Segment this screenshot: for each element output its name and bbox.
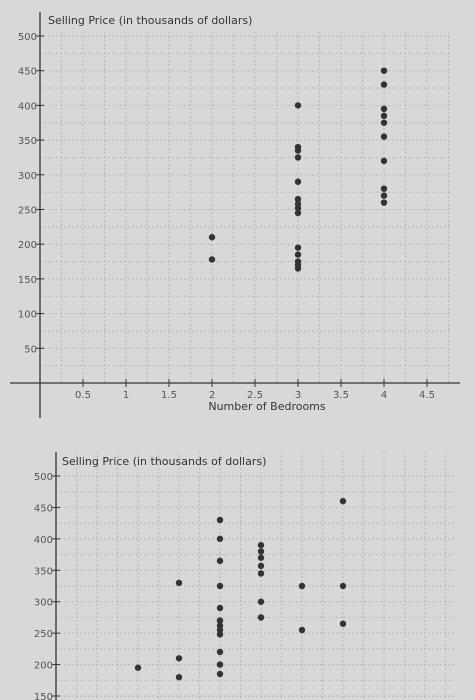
y-tick-label: 450	[18, 67, 37, 78]
y-tick-label: 250	[18, 206, 37, 217]
data-point	[380, 199, 388, 206]
data-point	[216, 631, 224, 638]
x-tick-label: 2.5	[247, 390, 263, 401]
data-point	[216, 516, 224, 524]
data-point	[216, 626, 224, 634]
data-point	[175, 655, 183, 662]
x-tick-label: 2	[209, 390, 215, 401]
data-point	[216, 670, 224, 678]
data-point	[216, 622, 224, 629]
scatter-chart-bottom: 150 200 250 300 350 400 450 500 Selling Price (i…	[34, 452, 455, 700]
x-tick-label: 1	[123, 390, 129, 401]
data-point	[380, 133, 388, 140]
y-tick-label: 200	[34, 661, 53, 672]
data-point	[294, 251, 302, 258]
data-point	[298, 626, 306, 634]
data-point	[294, 265, 302, 272]
x-axis-label: Number of Bedrooms	[208, 400, 326, 413]
y-tick-label: 100	[18, 310, 37, 321]
data-point	[294, 178, 302, 185]
data-point	[380, 105, 388, 113]
y-tick-label: 400	[34, 535, 53, 546]
y-tick-label: 450	[34, 503, 53, 514]
data-point	[257, 562, 265, 570]
data-point	[216, 582, 224, 590]
y-tick-label: 350	[18, 136, 37, 147]
y-tick-label: 500	[34, 472, 53, 483]
y-tick-label: 300	[18, 171, 37, 182]
data-point	[380, 192, 388, 199]
data-point	[298, 582, 306, 590]
chart-title: Selling Price (in thousands of dollars)	[62, 455, 266, 468]
data-point	[380, 185, 388, 192]
y-tick-label: 50	[24, 344, 37, 355]
data-point	[134, 664, 142, 671]
x-tick-label: 3.5	[333, 390, 349, 401]
y-tick-label: 350	[34, 566, 53, 577]
y-tick-label: 150	[18, 275, 37, 286]
data-point	[216, 604, 224, 612]
data-point	[257, 541, 265, 549]
data-point	[380, 81, 388, 88]
chart-title: Selling Price (in thousands of dollars)	[48, 14, 252, 27]
data-point	[294, 102, 302, 109]
data-point	[294, 147, 302, 154]
data-point	[380, 112, 388, 120]
data-point	[257, 598, 265, 605]
data-point	[216, 648, 224, 656]
x-tick-label: 3	[295, 390, 301, 401]
data-point	[294, 209, 302, 217]
data-point	[208, 234, 216, 241]
data-point	[294, 244, 302, 251]
data-point	[216, 535, 224, 543]
scatter-chart-top: 50 100 150 200 250 300 350 400 450 500 0.5 1 1.5 2 2.5…	[10, 12, 460, 418]
data-point	[294, 195, 302, 203]
x-tick-label: 4	[381, 390, 387, 401]
y-tick-label: 300	[34, 598, 53, 609]
y-tick-label: 150	[34, 692, 53, 700]
y-tick-label: 250	[34, 629, 53, 640]
data-point	[175, 579, 183, 587]
data-point	[257, 614, 265, 621]
data-point	[339, 620, 347, 627]
data-point	[257, 548, 265, 555]
data-point	[380, 67, 388, 74]
data-point	[257, 554, 265, 561]
data-point	[175, 673, 183, 681]
data-point	[216, 617, 224, 624]
data-point	[216, 661, 224, 668]
x-tick-label: 0.5	[75, 390, 91, 401]
data-point	[294, 204, 302, 212]
data-point	[294, 154, 302, 161]
data-point	[380, 119, 388, 126]
x-tick-label: 1.5	[161, 390, 177, 401]
y-tick-label: 400	[18, 101, 37, 112]
y-tick-label: 500	[18, 32, 37, 43]
x-tick-label: 4.5	[419, 390, 435, 401]
data-point	[339, 497, 347, 505]
y-tick-label: 200	[18, 240, 37, 251]
data-point	[208, 256, 216, 263]
data-point	[257, 570, 265, 577]
data-point	[339, 582, 347, 590]
data-point	[216, 557, 224, 565]
data-point	[380, 157, 388, 165]
